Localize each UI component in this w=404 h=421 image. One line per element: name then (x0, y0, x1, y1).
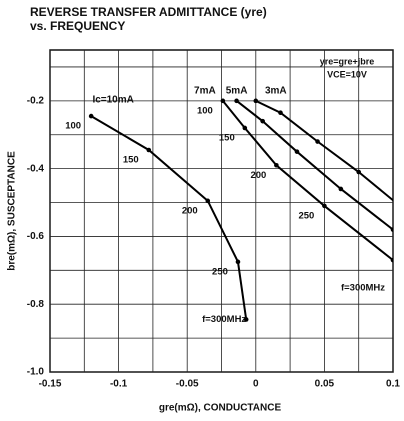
data-point (235, 259, 241, 265)
y-tick-label: -0.2 (27, 95, 45, 106)
data-point (294, 149, 300, 154)
point-label: 200 (250, 170, 266, 181)
data-point (243, 317, 249, 322)
data-point (278, 110, 283, 116)
curve (90, 115, 248, 320)
x-tick-label: 0 (253, 379, 259, 390)
data-point (315, 139, 320, 144)
point-label: 100 (197, 105, 213, 116)
series-label: 3mA (265, 85, 287, 96)
y-tick-label: -1.0 (27, 367, 45, 378)
x-tick-label: -0.05 (176, 379, 199, 390)
annotation: VCE=10V (327, 69, 367, 79)
data-point (242, 125, 248, 131)
point-label: 100 (65, 121, 81, 132)
point-label: 150 (219, 132, 235, 143)
point-label: 150 (123, 155, 139, 166)
data-point (338, 186, 344, 192)
data-point (146, 147, 152, 153)
x-axis-label: gre(mΩ), CONDUCTANCE (159, 403, 282, 414)
x-tick-label: -0.1 (110, 379, 128, 390)
data-point (220, 98, 226, 104)
point-label: f=300MHz (341, 283, 385, 294)
x-tick-label: 0.1 (386, 379, 400, 390)
point-label: 250 (212, 266, 228, 277)
data-point (356, 169, 362, 175)
y-tick-label: -0.4 (27, 163, 45, 174)
y-tick-label: -0.6 (27, 231, 45, 242)
chart-subtitle: vs. FREQUENCY (30, 19, 125, 33)
data-point (390, 257, 393, 263)
series-label: 7mA (194, 85, 216, 96)
annotation: yre=gre+jbre (320, 56, 375, 66)
annotation-box (303, 54, 391, 84)
point-label: 200 (182, 205, 198, 216)
series-label: Ic=10mA (92, 95, 133, 106)
point-label: f=300MHz (202, 314, 246, 325)
x-tick-label: 0.05 (315, 379, 335, 390)
x-tick-label: -0.15 (39, 379, 62, 390)
data-point (253, 98, 259, 104)
data-point (390, 227, 393, 232)
data-point (274, 162, 279, 168)
data-point (234, 98, 239, 104)
y-axis-label: bre(mΩ), SUSCEPTANCE (7, 151, 18, 271)
data-point (205, 198, 211, 204)
y-tick-label: -0.8 (27, 299, 45, 310)
data-point (88, 113, 94, 119)
data-point (260, 118, 265, 124)
curve (255, 99, 393, 202)
data-point (322, 203, 327, 209)
series-label: 5mA (226, 85, 248, 96)
curves (88, 98, 393, 322)
chart-title: REVERSE TRANSFER ADMITTANCE (yre) (30, 5, 267, 19)
point-label: 250 (298, 210, 314, 221)
curve (235, 100, 393, 231)
